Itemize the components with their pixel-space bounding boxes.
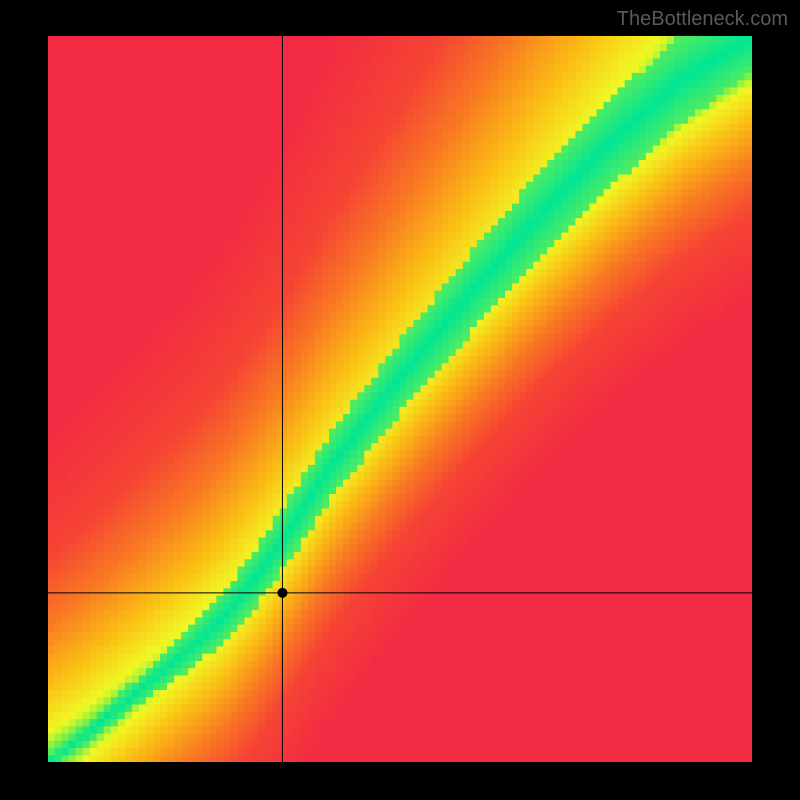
watermark-text: TheBottleneck.com (617, 8, 788, 31)
marker-point (277, 588, 287, 598)
heatmap-chart (48, 36, 752, 762)
heatmap-cells (48, 36, 752, 762)
plot-area (48, 36, 752, 762)
